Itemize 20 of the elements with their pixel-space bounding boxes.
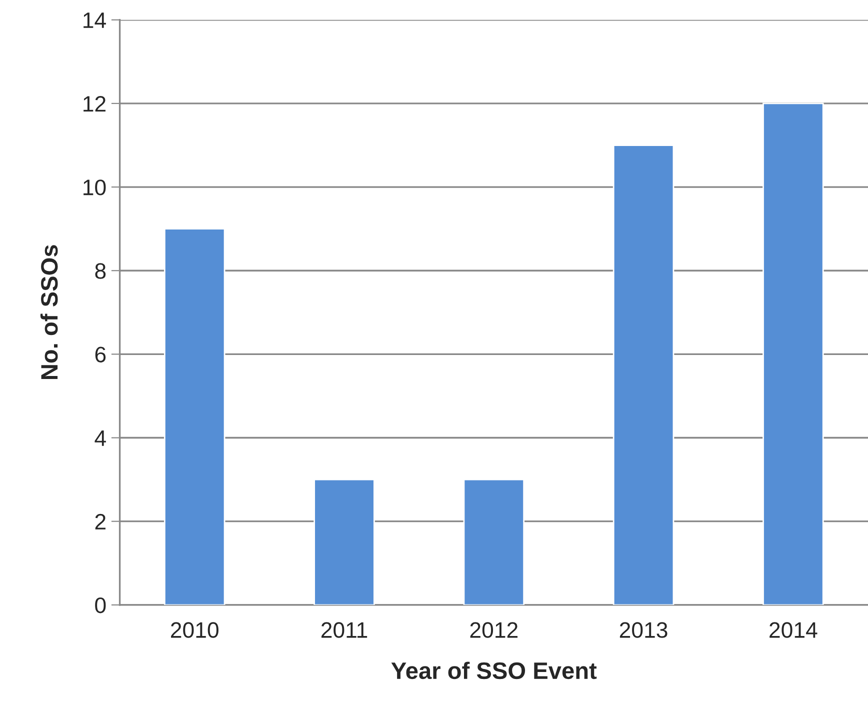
bar <box>612 144 674 605</box>
y-tick-label: 14 <box>84 12 106 28</box>
x-tick-label: 2013 <box>620 622 668 638</box>
y-tick-label: 4 <box>94 430 106 446</box>
y-tick-label: 0 <box>95 597 106 614</box>
y-tick-label: 6 <box>95 346 106 362</box>
x-tick-label: 2011 <box>321 622 368 638</box>
y-axis-title: No. of SSOs <box>40 245 58 380</box>
bar <box>463 478 525 605</box>
y-tick-label: 12 <box>84 96 106 112</box>
x-axis-title: Year of SSO Event <box>391 662 597 680</box>
y-tick-label: 2 <box>95 514 106 530</box>
x-tick-label: 2010 <box>171 622 218 638</box>
x-tick-label: 2014 <box>770 622 818 638</box>
y-tick-label: 8 <box>95 263 106 279</box>
bar <box>314 478 375 605</box>
x-tick-label: 2012 <box>470 622 518 638</box>
bar <box>762 102 824 605</box>
bar <box>164 228 226 605</box>
y-tick-label: 10 <box>84 180 106 196</box>
